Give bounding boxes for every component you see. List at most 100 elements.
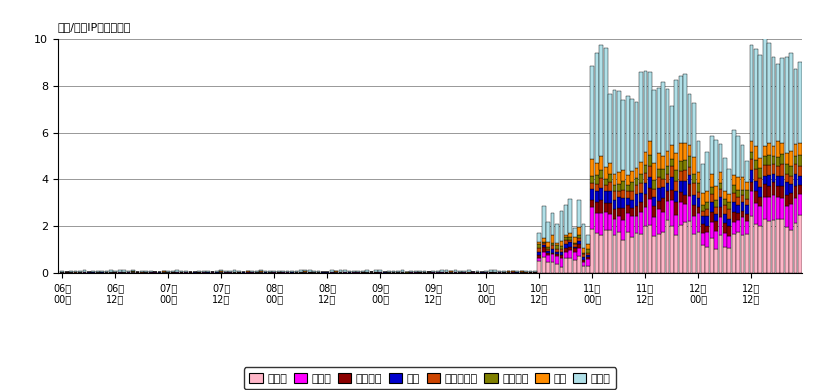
Bar bbox=[608, 174, 612, 182]
Bar bbox=[643, 183, 648, 194]
Bar bbox=[131, 272, 135, 273]
Bar bbox=[374, 270, 378, 272]
Bar bbox=[670, 190, 674, 200]
Bar bbox=[758, 55, 762, 158]
Bar bbox=[776, 64, 780, 141]
Bar bbox=[564, 205, 568, 235]
Bar bbox=[634, 216, 638, 233]
Bar bbox=[749, 182, 753, 191]
Bar bbox=[577, 256, 581, 273]
Bar bbox=[692, 103, 696, 157]
Bar bbox=[432, 271, 435, 272]
Bar bbox=[661, 179, 665, 187]
Bar bbox=[670, 167, 674, 177]
Bar bbox=[639, 183, 643, 193]
Bar bbox=[127, 271, 131, 272]
Bar bbox=[679, 192, 682, 202]
Bar bbox=[758, 187, 762, 197]
Bar bbox=[568, 250, 572, 258]
Bar bbox=[794, 199, 797, 223]
Bar bbox=[590, 160, 595, 176]
Bar bbox=[621, 198, 625, 209]
Bar bbox=[145, 272, 148, 273]
Bar bbox=[794, 223, 797, 273]
Bar bbox=[745, 205, 749, 214]
Bar bbox=[268, 272, 272, 273]
Bar bbox=[573, 245, 576, 247]
Bar bbox=[715, 140, 718, 186]
Bar bbox=[723, 214, 727, 223]
Bar bbox=[696, 172, 700, 183]
Bar bbox=[666, 174, 669, 183]
Bar bbox=[551, 243, 554, 245]
Bar bbox=[352, 271, 356, 272]
Bar bbox=[639, 72, 643, 162]
Bar bbox=[696, 191, 700, 198]
Bar bbox=[193, 271, 197, 272]
Bar bbox=[741, 202, 744, 211]
Bar bbox=[715, 200, 718, 207]
Bar bbox=[741, 211, 744, 217]
Bar bbox=[749, 191, 753, 216]
Bar bbox=[789, 53, 793, 151]
Bar bbox=[639, 162, 643, 174]
Bar bbox=[736, 220, 740, 232]
Bar bbox=[661, 82, 665, 156]
Bar bbox=[595, 202, 599, 213]
Bar bbox=[149, 271, 152, 272]
Bar bbox=[745, 190, 749, 199]
Bar bbox=[370, 272, 373, 273]
Bar bbox=[762, 176, 767, 184]
Bar bbox=[581, 224, 586, 248]
Bar bbox=[754, 181, 758, 191]
Bar bbox=[308, 270, 312, 272]
Bar bbox=[789, 193, 793, 204]
Bar bbox=[785, 57, 789, 153]
Bar bbox=[555, 254, 559, 256]
Bar bbox=[762, 165, 767, 176]
Bar bbox=[600, 200, 603, 213]
Bar bbox=[533, 271, 537, 272]
Bar bbox=[728, 194, 731, 202]
Bar bbox=[551, 262, 554, 273]
Bar bbox=[347, 271, 351, 272]
Bar bbox=[648, 166, 652, 177]
Bar bbox=[772, 145, 776, 156]
Bar bbox=[728, 248, 731, 273]
Bar bbox=[162, 272, 165, 273]
Bar bbox=[626, 213, 629, 232]
Bar bbox=[715, 221, 718, 231]
Bar bbox=[538, 261, 541, 273]
Bar bbox=[586, 249, 590, 253]
Bar bbox=[648, 188, 652, 199]
Bar bbox=[723, 158, 727, 191]
Bar bbox=[657, 88, 661, 153]
Bar bbox=[74, 271, 78, 272]
Bar bbox=[498, 271, 501, 272]
Bar bbox=[683, 170, 687, 181]
Bar bbox=[705, 247, 709, 273]
Bar bbox=[339, 270, 342, 272]
Bar bbox=[551, 213, 554, 235]
Bar bbox=[259, 272, 263, 273]
Bar bbox=[617, 191, 621, 197]
Bar bbox=[630, 99, 634, 170]
Bar bbox=[692, 216, 696, 234]
Bar bbox=[666, 151, 669, 166]
Bar bbox=[564, 235, 568, 238]
Bar bbox=[626, 232, 629, 273]
Bar bbox=[613, 220, 616, 234]
Bar bbox=[586, 266, 590, 273]
Bar bbox=[617, 216, 621, 232]
Bar bbox=[581, 257, 586, 260]
Bar bbox=[705, 152, 709, 191]
Bar bbox=[626, 185, 629, 191]
Bar bbox=[131, 270, 135, 271]
Bar bbox=[661, 212, 665, 232]
Bar bbox=[661, 187, 665, 199]
Bar bbox=[789, 166, 793, 176]
Bar bbox=[683, 222, 687, 273]
Bar bbox=[705, 202, 709, 209]
Bar bbox=[643, 165, 648, 173]
Bar bbox=[781, 176, 784, 186]
